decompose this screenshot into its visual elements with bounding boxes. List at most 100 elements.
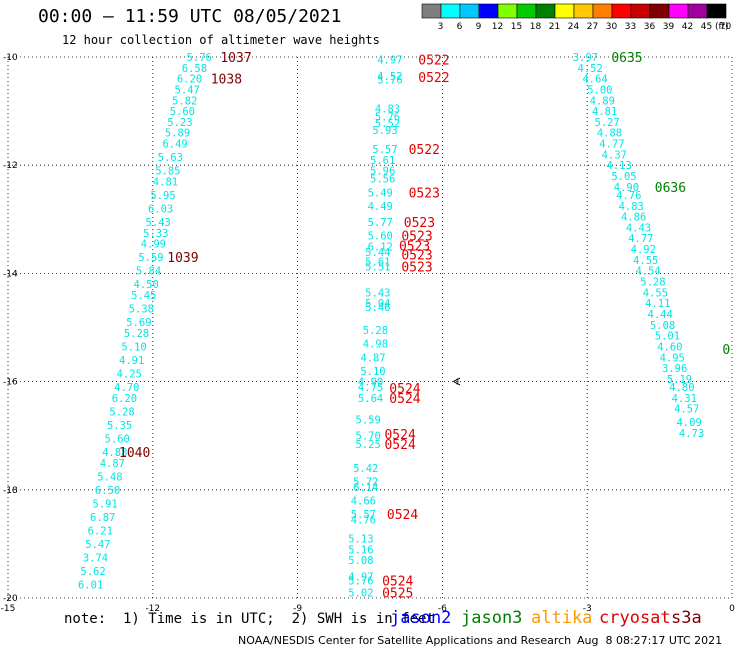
pass-time-label: 0524 <box>389 382 420 397</box>
swh-value-label: 5.59 <box>138 252 163 264</box>
legend-satellite-altika: altika <box>531 608 593 628</box>
swh-value-label: 6.14 <box>353 482 378 494</box>
swh-value-label: 4.52 <box>578 63 603 75</box>
swh-value-label: 5.08 <box>650 320 675 332</box>
colorbar-tick-label: 39 <box>663 22 675 32</box>
legend-note: note: 1) Time is in UTC; 2) SWH is in fe… <box>64 611 435 627</box>
swh-value-label: 5.95 <box>150 190 175 202</box>
swh-value-label: 5.23 <box>167 117 192 129</box>
swh-value-label: 5.13 <box>348 533 373 545</box>
swh-value-label: 5.62 <box>80 566 105 578</box>
swh-value-label: 4.99 <box>141 239 166 251</box>
swh-value-label: 6.03 <box>148 203 173 215</box>
swh-value-label: 4.90 <box>614 182 639 194</box>
colorbar-tick-label: 36 <box>644 22 656 32</box>
credit-line: NOAA/NESDIS Center for Satellite Applica… <box>238 634 572 647</box>
lat-tick-label: -14 <box>3 269 18 279</box>
pass-time-label: 0 <box>722 343 730 358</box>
page-subtitle: 12 hour collection of altimeter wave hei… <box>62 33 380 47</box>
swh-value-label: 5.44 <box>365 247 390 259</box>
swh-value-label: 3.97 <box>573 52 598 64</box>
swh-value-label: 5.42 <box>353 463 378 475</box>
swh-value-label: 4.44 <box>648 309 673 321</box>
swh-value-label: 4.52 <box>377 71 402 83</box>
swh-value-label: 5.77 <box>368 217 393 229</box>
swh-value-label: 4.55 <box>633 255 658 267</box>
pass-time-label: 0522 <box>418 71 449 86</box>
swh-value-label: 5.89 <box>165 128 190 140</box>
lon-tick-label: 0 <box>729 604 735 614</box>
swh-value-label: 4.98 <box>363 339 388 351</box>
swh-value-label: 5.05 <box>611 171 636 183</box>
colorbar-tick-label: 70 <box>720 22 732 32</box>
pass-time-label: 0522 <box>418 54 449 69</box>
swh-value-label: 5.19 <box>667 374 692 386</box>
colorbar-tick-label: 21 <box>549 22 560 32</box>
swh-value-label: 5.76 <box>348 576 373 588</box>
swh-value-label: 5.63 <box>158 152 183 164</box>
swh-value-label: 6.58 <box>182 63 207 75</box>
swh-value-label: 4.73 <box>679 428 704 440</box>
pass-time-label: 0523 <box>404 216 435 231</box>
page-title: 00:00 – 11:59 UTC 08/05/2021 <box>38 6 342 27</box>
swh-value-label: 5.51 <box>365 261 390 273</box>
lat-lon-grid: -15 -12 -9 -6 -3 0 -10 -12 -14 -16 -18 -20 <box>1 53 735 614</box>
pass-time-label: 0522 <box>409 143 440 158</box>
swh-value-label: 5.72 <box>353 477 378 489</box>
swh-value-label: 5.48 <box>97 471 122 483</box>
swh-value-label: 6.12 <box>368 241 393 253</box>
swh-value-label: 5.28 <box>109 406 134 418</box>
swh-value-label: 5.84 <box>136 266 161 278</box>
pass-time-label: 0635 <box>611 51 642 66</box>
swh-value-label: 5.46 <box>365 302 390 314</box>
swh-value-label: 5.47 <box>85 539 110 551</box>
track-s3a: 5.766.586.205.475.825.605.235.896.495.63… <box>78 51 252 591</box>
swh-value-label: 5.16 <box>348 544 373 556</box>
swh-value-label: 5.35 <box>107 420 132 432</box>
colorbar-tick-label: 18 <box>530 22 542 32</box>
swh-value-label: 4.09 <box>676 417 701 429</box>
swh-value-label: 4.86 <box>621 212 646 224</box>
swh-value-label: 4.90 <box>358 377 383 389</box>
swh-value-label: 5.02 <box>348 588 373 600</box>
swh-value-label: 5.69 <box>126 317 151 329</box>
swh-value-label: 4.77 <box>599 139 624 151</box>
swh-value-label: 5.76 <box>375 112 400 124</box>
swh-value-label: 5.60 <box>105 433 130 445</box>
pass-time-label: 0524 <box>389 392 420 407</box>
swh-value-label: 4.76 <box>616 190 641 202</box>
swh-value-label: 4.97 <box>377 55 402 67</box>
swh-value-label: 5.64 <box>358 393 383 405</box>
swh-value-label: 4.89 <box>590 95 615 107</box>
colorbar-tick-label: 9 <box>476 22 482 32</box>
lat-tick-label: -16 <box>3 378 18 388</box>
swh-value-label: 4.76 <box>351 515 376 527</box>
lat-tick-label: -10 <box>3 53 18 63</box>
swh-value-label: 5.43 <box>365 287 390 299</box>
pass-time-label: 1039 <box>167 251 198 266</box>
swh-value-label: 5.08 <box>348 555 373 567</box>
swh-value-label: 5.61 <box>365 256 390 268</box>
swh-value-label: 4.43 <box>626 222 651 234</box>
swh-value-label: 5.45 <box>131 290 156 302</box>
swh-value-label: 5.96 <box>370 166 395 178</box>
lon-tick-label: -12 <box>145 604 160 614</box>
colorbar-tick-label: 6 <box>457 22 463 32</box>
swh-value-label: 4.54 <box>635 266 660 278</box>
lon-tick-label: -3 <box>583 604 592 614</box>
swh-value-label: 4.81 <box>153 176 178 188</box>
colorbar-tick-label: 30 <box>606 22 618 32</box>
legend-satellite-s3a: s3a <box>671 608 702 628</box>
swh-value-label: 4.60 <box>657 341 682 353</box>
swh-value-label: 6.21 <box>88 525 113 537</box>
swh-value-label: 4.88 <box>102 447 127 459</box>
lon-tick-label: -15 <box>1 604 16 614</box>
swh-value-label: 6.01 <box>78 579 103 591</box>
swh-value-label: 4.50 <box>133 279 158 291</box>
swh-value-label: 4.49 <box>368 201 393 213</box>
swh-value-label: 4.66 <box>351 496 376 508</box>
colorbar-tick-label: 12 <box>492 22 503 32</box>
swh-value-label: 5.47 <box>175 84 200 96</box>
swh-value-label: 6.20 <box>177 74 202 86</box>
swh-value-label: 4.87 <box>360 352 385 364</box>
